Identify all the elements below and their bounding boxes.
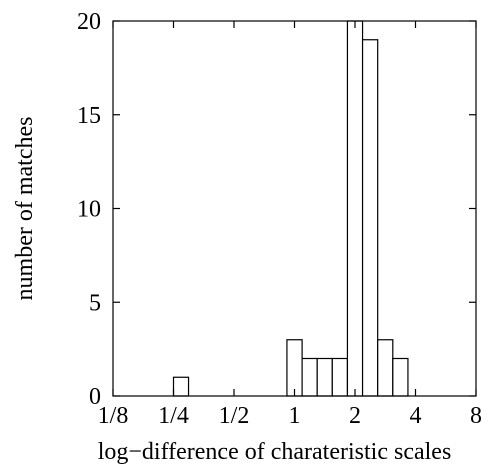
y-tick-label: 15 <box>77 103 101 129</box>
histogram-bar <box>301 357 318 397</box>
x-tick-label: 8 <box>470 403 482 429</box>
y-axis-label: number of matches <box>12 117 38 301</box>
y-tick-label: 0 <box>89 384 101 410</box>
y-tick-label: 20 <box>77 9 101 35</box>
histogram-bar <box>172 376 190 397</box>
x-tick-label: 1/8 <box>98 403 129 429</box>
x-tick-label: 4 <box>410 403 422 429</box>
histogram-bar <box>346 20 364 397</box>
x-axis-label: log−difference of charateristic scales <box>98 439 452 465</box>
x-tick-label: 2 <box>349 403 361 429</box>
histogram-bar <box>377 339 394 397</box>
ticks-group: 1/8 1/4 1/2 1 2 4 8 0 5 10 15 20 <box>77 9 482 429</box>
histogram-bar <box>361 39 379 397</box>
histogram-bar <box>316 357 333 397</box>
x-tick-label: 1/4 <box>158 403 189 429</box>
x-tick-label: 1/2 <box>219 403 250 429</box>
x-tick-label: 1 <box>289 403 301 429</box>
y-tick-label: 5 <box>89 290 101 316</box>
y-tick-label: 10 <box>77 197 101 223</box>
histogram-bar <box>286 339 303 397</box>
histogram-bar <box>392 357 409 397</box>
histogram-bar <box>331 357 349 397</box>
bars-group <box>172 20 409 397</box>
